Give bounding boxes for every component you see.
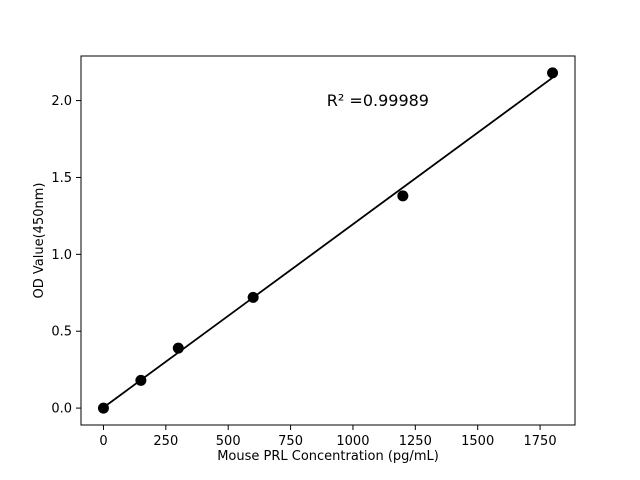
x-tick-label: 1250 bbox=[399, 434, 432, 449]
fit-line bbox=[102, 76, 554, 409]
plot-frame bbox=[80, 55, 576, 426]
x-tick-label: 250 bbox=[153, 434, 178, 449]
data-point bbox=[397, 190, 409, 202]
y-tick-label: 0.0 bbox=[51, 402, 72, 417]
y-tick-label: 1.0 bbox=[51, 248, 72, 263]
y-axis-label: OD Value(450nm) bbox=[32, 183, 47, 299]
r-squared-annotation: R² =0.99989 bbox=[327, 91, 429, 110]
data-point bbox=[172, 342, 184, 354]
y-tick-label: 2.0 bbox=[51, 94, 72, 109]
x-tick-label: 750 bbox=[278, 434, 303, 449]
y-tick-label: 1.5 bbox=[51, 171, 72, 186]
data-point bbox=[97, 402, 109, 414]
y-tick-label: 0.5 bbox=[51, 325, 72, 340]
x-tick-label: 1500 bbox=[461, 434, 494, 449]
data-point bbox=[135, 374, 147, 386]
data-point bbox=[547, 67, 559, 79]
x-tick-label: 1750 bbox=[524, 434, 557, 449]
plot-area: 0 250 500 750 1000 1250 1500 1750 0.0 0.5 1.0 1.5 2.… bbox=[51, 55, 576, 449]
x-tick-label: 500 bbox=[216, 434, 241, 449]
x-axis-label: Mouse PRL Concentration (pg/mL) bbox=[217, 449, 439, 464]
data-point bbox=[247, 291, 259, 303]
x-tick-label: 1000 bbox=[336, 434, 369, 449]
x-tick-label: 0 bbox=[99, 434, 107, 449]
